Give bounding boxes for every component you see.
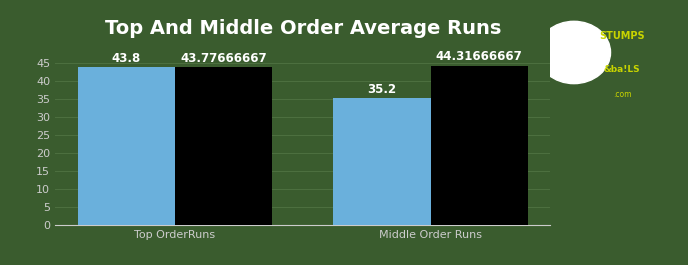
Text: Top And Middle Order Average Runs: Top And Middle Order Average Runs	[105, 19, 501, 38]
Bar	[334, 98, 431, 225]
Text: 44.31666667: 44.31666667	[436, 50, 523, 63]
Text: 43.77666667: 43.77666667	[180, 52, 267, 65]
Bar	[78, 67, 175, 225]
Circle shape	[537, 21, 610, 84]
Bar	[431, 65, 528, 225]
Text: STUMPS: STUMPS	[599, 31, 645, 41]
Text: 43.8: 43.8	[111, 52, 141, 65]
Text: &ba!LS: &ba!LS	[604, 65, 641, 74]
Text: 35.2: 35.2	[367, 83, 396, 96]
Bar	[175, 68, 272, 225]
Text: .com: .com	[613, 90, 632, 99]
